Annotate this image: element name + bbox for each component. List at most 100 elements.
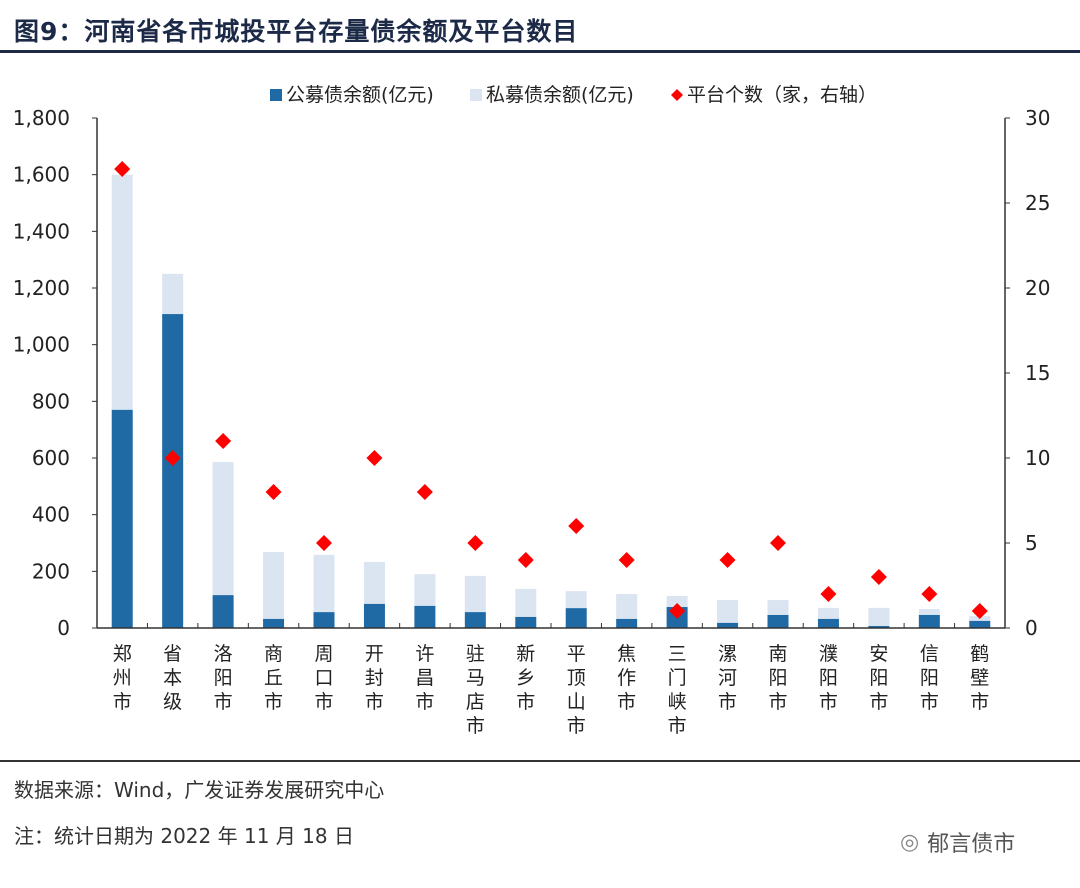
- x-tick-label: 市: [113, 691, 132, 713]
- right-tick-label: 10: [1025, 446, 1050, 470]
- right-tick-label: 15: [1025, 361, 1050, 385]
- bar-public: [918, 614, 940, 628]
- x-tick-label: 市: [768, 691, 787, 713]
- bar-private: [817, 607, 839, 619]
- bar-public: [565, 608, 587, 628]
- point-platform-count: [971, 603, 988, 619]
- watermark: ◎ 郁言债市: [900, 826, 1015, 858]
- x-tick-label: 乡: [516, 667, 535, 689]
- x-tick-label: 阳: [768, 667, 787, 689]
- x-tick-label: 市: [567, 715, 586, 737]
- x-tick-label: 山: [567, 691, 586, 713]
- x-tick-label: 市: [869, 691, 888, 713]
- bar-public: [162, 314, 184, 628]
- chart-title: 图9：河南省各市城投平台存量债余额及平台数目: [14, 17, 579, 46]
- x-tick-label: 市: [415, 691, 434, 713]
- x-tick-label: 郑: [113, 643, 132, 665]
- bar-public: [717, 622, 739, 628]
- left-tick-label: 1,600: [13, 163, 70, 187]
- point-platform-count: [719, 552, 736, 568]
- x-tick-label: 三: [668, 643, 687, 665]
- left-tick-label: 600: [32, 446, 70, 470]
- x-tick-label: 峡: [668, 691, 687, 713]
- point-platform-count: [517, 552, 534, 568]
- x-tick-label: 本: [163, 667, 182, 689]
- x-tick-label: 平: [567, 643, 586, 665]
- x-tick-label: 阳: [920, 667, 939, 689]
- left-tick-label: 200: [32, 559, 70, 583]
- right-tick-label: 0: [1025, 616, 1038, 640]
- x-tick-label: 市: [920, 691, 939, 713]
- point-platform-count: [467, 535, 484, 551]
- point-platform-count: [870, 569, 887, 585]
- bar-public: [464, 612, 486, 628]
- x-tick-label: 门: [668, 667, 687, 689]
- point-platform-count: [820, 586, 837, 602]
- x-tick-label: 市: [466, 715, 485, 737]
- x-tick-label: 市: [668, 715, 687, 737]
- bar-public: [212, 595, 234, 628]
- bar-public: [767, 614, 789, 628]
- point-platform-count: [366, 450, 383, 466]
- x-tick-label: 阳: [819, 667, 838, 689]
- x-tick-label: 商: [264, 643, 283, 665]
- legend-swatch-public: [270, 89, 282, 101]
- x-tick-label: 市: [617, 691, 636, 713]
- x-tick-label: 市: [516, 691, 535, 713]
- legend-label-count: 平台个数（家，右轴）: [687, 84, 877, 106]
- bar-private: [767, 599, 789, 615]
- right-tick-label: 5: [1025, 531, 1038, 555]
- x-tick-label: 作: [617, 667, 636, 689]
- x-tick-label: 州: [113, 667, 132, 689]
- x-tick-label: 市: [264, 691, 283, 713]
- x-tick-label: 周: [314, 643, 333, 665]
- point-platform-count: [215, 433, 232, 449]
- left-tick-label: 1,400: [13, 219, 70, 243]
- x-tick-label: 濮: [819, 643, 838, 665]
- x-tick-label: 漯: [718, 643, 737, 665]
- title-divider: [0, 50, 1080, 53]
- watermark-text: 郁言债市: [927, 832, 1016, 857]
- bar-private: [918, 609, 940, 615]
- point-platform-count: [921, 586, 938, 602]
- x-tick-label: 驻: [466, 643, 485, 665]
- bar-public: [515, 616, 537, 628]
- x-tick-label: 封: [365, 667, 384, 689]
- bar-private: [313, 554, 335, 613]
- x-tick-label: 市: [970, 691, 989, 713]
- x-tick-label: 信: [920, 643, 939, 665]
- x-tick-label: 许: [415, 643, 434, 665]
- bar-public: [363, 603, 385, 628]
- x-tick-label: 焦: [617, 643, 636, 665]
- x-tick-label: 丘: [264, 667, 283, 689]
- x-tick-label: 市: [718, 691, 737, 713]
- x-tick-label: 鹤: [970, 643, 989, 665]
- bar-public: [111, 409, 133, 628]
- x-tick-label: 阳: [869, 667, 888, 689]
- left-tick-label: 0: [57, 616, 70, 640]
- x-tick-label: 顶: [567, 667, 586, 689]
- legend-swatch-private: [470, 89, 482, 101]
- bar-public: [969, 620, 991, 628]
- point-platform-count: [316, 535, 332, 551]
- x-tick-label: 市: [214, 691, 233, 713]
- point-platform-count: [114, 161, 131, 177]
- bar-public: [263, 618, 285, 628]
- bar-private: [111, 174, 133, 410]
- bar-private: [464, 575, 486, 613]
- bar-public: [313, 612, 335, 628]
- bar-private: [363, 561, 385, 604]
- x-tick-label: 河: [718, 667, 737, 689]
- point-platform-count: [770, 535, 786, 551]
- x-tick-label: 新: [516, 643, 535, 665]
- x-tick-label: 口: [314, 667, 333, 689]
- bar-public: [414, 605, 436, 628]
- bar-private: [414, 574, 436, 606]
- bar-private: [212, 461, 234, 596]
- legend-label-public: 公募债余额(亿元): [286, 84, 434, 106]
- chart: 0 200 400 600 800 1,000 1,200 1,400 1,600 1,800 0 5…: [13, 84, 1051, 737]
- left-tick-label: 1,000: [13, 333, 70, 357]
- point-platform-count: [669, 603, 686, 619]
- point-platform-count: [568, 518, 585, 534]
- bar-private: [263, 552, 285, 619]
